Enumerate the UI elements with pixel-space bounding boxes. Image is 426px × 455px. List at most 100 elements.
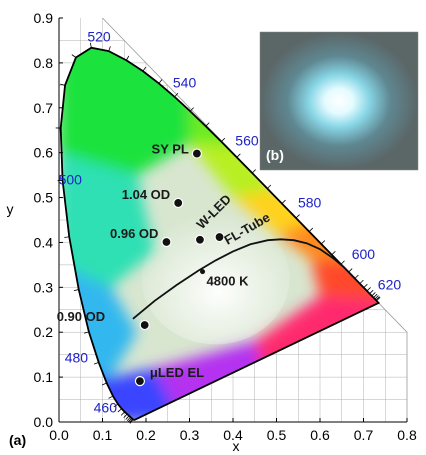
x-tick-label: 0.2 xyxy=(136,427,156,443)
wavelength-tick xyxy=(221,137,226,142)
data-point xyxy=(200,269,206,275)
wavelength-tick xyxy=(340,260,345,265)
y-tick-label: 0.6 xyxy=(34,145,54,161)
wavelength-label: 580 xyxy=(298,195,322,211)
x-tick-label: 0.8 xyxy=(397,427,417,443)
wavelength-ticks xyxy=(55,42,381,424)
diagonal-boundary xyxy=(102,17,408,422)
point-label: SY PL xyxy=(152,142,189,157)
data-point xyxy=(134,376,146,387)
x-tick-label: 0.5 xyxy=(267,427,287,443)
y-tick-label: 0.8 xyxy=(34,55,54,71)
wavelength-tick xyxy=(376,297,381,302)
wavelength-tick xyxy=(320,240,326,245)
wavelength-tick xyxy=(123,413,128,419)
point-label: 0.96 OD xyxy=(110,226,158,241)
wavelength-tick xyxy=(371,292,376,297)
wavelength-tick xyxy=(266,184,272,189)
y-tick-label: 0.4 xyxy=(34,234,54,250)
wavelength-tick xyxy=(363,283,368,288)
wavelength-label: 500 xyxy=(59,171,83,187)
wavelength-tick xyxy=(113,403,119,408)
x-tick-label: 0.0 xyxy=(49,427,69,443)
wavelength-tick xyxy=(359,279,364,284)
wavelength-label: 540 xyxy=(173,74,197,90)
wavelength-tick xyxy=(158,79,163,84)
wavelength-tick xyxy=(373,293,378,298)
wavelength-label: 560 xyxy=(235,133,259,149)
wavelength-label: 480 xyxy=(65,349,89,365)
gamut-blob xyxy=(189,47,242,144)
y-tick-label: 0.5 xyxy=(34,190,54,206)
panel-label-b: (b) xyxy=(266,147,284,163)
wavelength-tick xyxy=(236,153,241,158)
inset-photo-b: (b) xyxy=(259,31,419,171)
wavelength-tick xyxy=(366,287,371,292)
spectral-locus xyxy=(59,46,381,421)
inset-background xyxy=(260,32,418,170)
wavelength-tick xyxy=(101,382,107,386)
wavelength-tick xyxy=(127,417,132,423)
wavelength-label: 460 xyxy=(94,400,118,416)
wavelength-tick xyxy=(174,92,179,98)
wavelength-tick xyxy=(83,331,89,334)
wavelength-tick xyxy=(125,55,130,61)
wavelength-tick xyxy=(354,274,359,279)
wavelength-tick xyxy=(117,408,122,413)
x-tick-label: 0.7 xyxy=(354,427,374,443)
data-point xyxy=(161,236,172,248)
wavelength-label: 520 xyxy=(87,29,111,45)
wavelength-tick xyxy=(89,42,92,48)
white-point-glow xyxy=(141,212,290,345)
gamut-blob xyxy=(233,188,320,234)
y-tick-label: 0.3 xyxy=(34,279,54,295)
y-tick-label: 0.1 xyxy=(34,369,54,385)
wavelength-tick xyxy=(251,169,257,174)
x-tick-label: 0.4 xyxy=(223,427,243,443)
data-point xyxy=(214,231,225,243)
y-tick-label: 0.2 xyxy=(34,324,54,340)
axes: 0.0 0.1 0.2 0.3 0.4 0.5 0.6 0.7 0.80.00.10.20.30… xyxy=(34,10,417,443)
data-point xyxy=(139,319,150,331)
wavelength-label: 620 xyxy=(378,277,402,293)
wavelength-tick xyxy=(71,54,77,58)
wavelength-tick xyxy=(120,411,125,416)
x-tick-label: 0.3 xyxy=(180,427,200,443)
wavelength-tick xyxy=(369,289,374,294)
wavelength-tick xyxy=(295,214,300,219)
data-point xyxy=(194,234,206,245)
wavelength-tick xyxy=(189,107,194,112)
x-tick-label: 0.6 xyxy=(310,427,330,443)
wavelength-tick xyxy=(126,416,131,422)
y-tick-label: 0.9 xyxy=(34,10,54,26)
data-point xyxy=(173,197,184,209)
wavelength-tick xyxy=(108,395,114,399)
wavelength-tick xyxy=(129,419,134,424)
data-point xyxy=(191,148,202,159)
wavelength-tick xyxy=(281,199,286,204)
wavelength-tick xyxy=(64,236,70,238)
y-tick-label: 0.0 xyxy=(34,414,54,430)
diagonal-line xyxy=(102,17,408,422)
point-label: 0.90 OD xyxy=(57,309,105,324)
point-label: 1.04 OD xyxy=(122,187,170,202)
y-tick-label: 0.7 xyxy=(34,100,54,116)
wavelength-tick xyxy=(60,83,66,86)
gamut-blob xyxy=(60,152,155,288)
wavelength-tick xyxy=(93,362,99,365)
gamut-blob xyxy=(189,143,277,198)
wavelength-tick xyxy=(331,251,336,256)
inset-frame xyxy=(259,31,419,171)
x-axis-label: x xyxy=(233,438,240,454)
wavelength-tick xyxy=(73,289,79,291)
y-axis-label: y xyxy=(7,201,14,217)
wavelength-tick xyxy=(375,296,380,301)
wavelength-tick xyxy=(205,122,210,127)
wavelength-tick xyxy=(108,46,111,52)
wavelength-tick xyxy=(374,295,379,300)
wavelength-tick xyxy=(308,227,314,232)
wavelength-tick xyxy=(142,66,147,72)
wavelength-tick xyxy=(125,415,130,420)
wavelength-label: 600 xyxy=(352,246,376,262)
